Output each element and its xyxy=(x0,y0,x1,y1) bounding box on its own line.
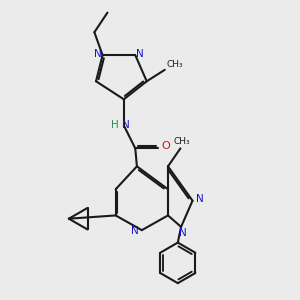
Text: CH₃: CH₃ xyxy=(166,60,183,69)
Text: O: O xyxy=(161,141,170,151)
Text: N: N xyxy=(94,49,101,59)
Text: H: H xyxy=(111,121,119,130)
Text: N: N xyxy=(196,194,204,204)
Text: N: N xyxy=(122,121,129,130)
Text: N: N xyxy=(136,49,144,59)
Text: N: N xyxy=(179,228,187,238)
Text: CH₃: CH₃ xyxy=(174,137,190,146)
Text: N: N xyxy=(131,226,139,236)
